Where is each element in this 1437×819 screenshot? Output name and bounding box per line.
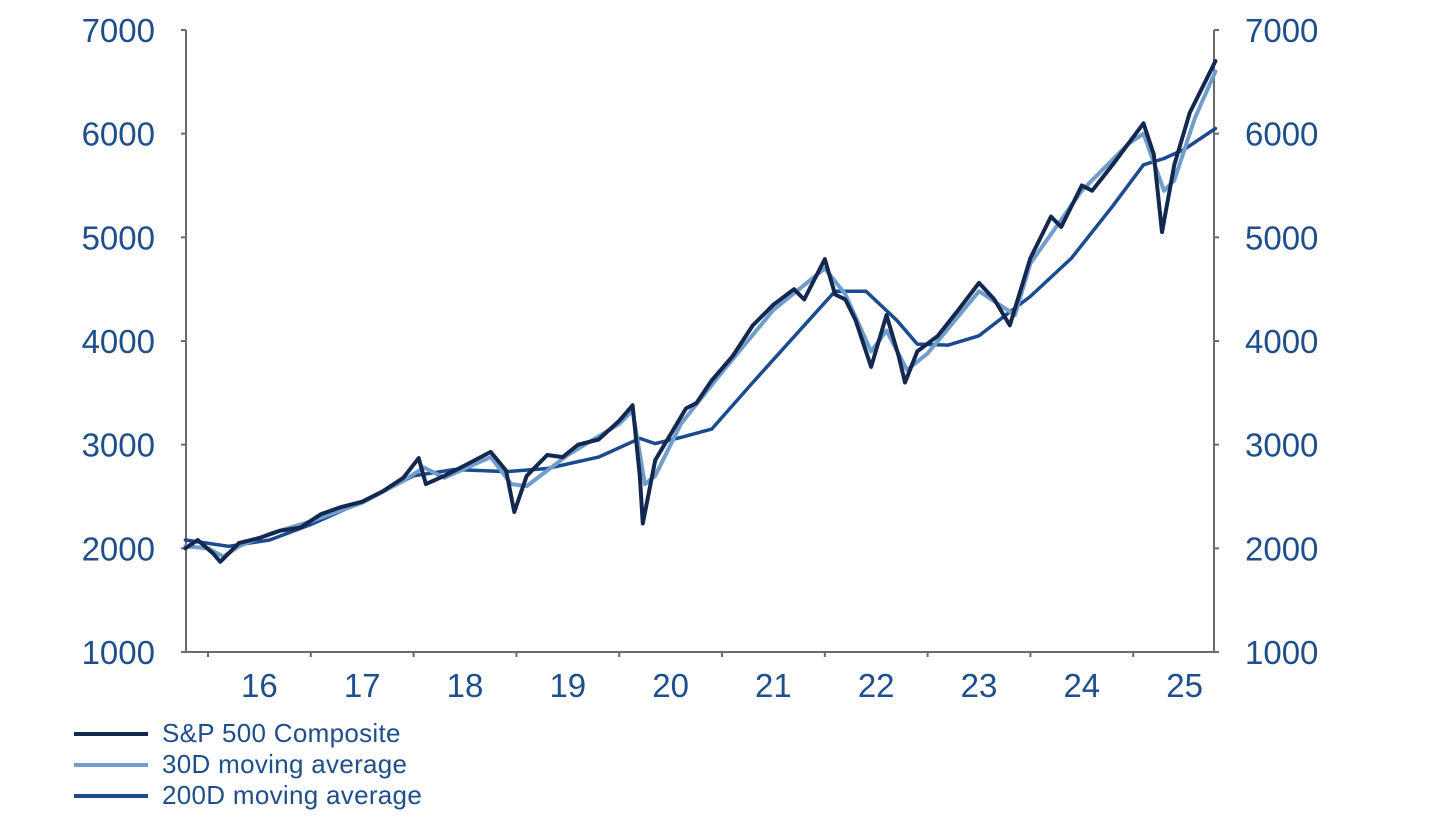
- y-tick-label-left: 2000: [82, 530, 155, 567]
- x-axis: 16 17 18 19 20 21 22 23 24 25: [182, 651, 1218, 704]
- y-tick-label-right: 2000: [1245, 530, 1318, 567]
- x-tick-label: 24: [1063, 667, 1100, 704]
- legend-swatch-sp500: [74, 731, 148, 736]
- legend-item-sp500: S&P 500 Composite: [74, 718, 422, 749]
- y-tick-label-right: 4000: [1245, 323, 1318, 360]
- y-tick-label-left: 6000: [82, 116, 155, 153]
- y-tick-label-right: 3000: [1245, 427, 1318, 464]
- y-tick-label-left: 4000: [82, 323, 155, 360]
- y-tick-label-left: 5000: [82, 219, 155, 256]
- legend-label: 200D moving average: [162, 780, 423, 810]
- x-tick-label: 16: [241, 667, 278, 704]
- y-axis-left: 1000 2000 3000 4000 5000 6000 7000: [82, 12, 187, 671]
- y-tick-label-right: 7000: [1245, 12, 1318, 49]
- x-tick-label: 25: [1166, 667, 1203, 704]
- series-lines: [183, 59, 1218, 564]
- y-tick-label-left: 3000: [82, 427, 155, 464]
- legend: S&P 500 Composite 30D moving average 200…: [74, 718, 422, 811]
- y-axis-right: 1000 2000 3000 4000 5000 6000 7000: [1213, 12, 1318, 671]
- x-tick-label: 18: [447, 667, 484, 704]
- x-tick-label: 21: [755, 667, 792, 704]
- legend-item-30d: 30D moving average: [74, 749, 422, 780]
- legend-item-200d: 200D moving average: [74, 780, 422, 811]
- legend-swatch-200d: [74, 793, 148, 798]
- series-line-30d-moving-average: [183, 69, 1218, 559]
- x-tick-label: 23: [961, 667, 998, 704]
- x-tick-label: 17: [344, 667, 381, 704]
- legend-label: S&P 500 Composite: [162, 718, 401, 748]
- series-line-200d-moving-average: [183, 126, 1218, 549]
- y-tick-label-right: 1000: [1245, 634, 1318, 671]
- series-line-s-p-500-composite: [183, 59, 1218, 564]
- legend-swatch-30d: [74, 762, 148, 767]
- y-tick-label-right: 5000: [1245, 219, 1318, 256]
- x-tick-label: 20: [652, 667, 689, 704]
- x-tick-label: 22: [858, 667, 895, 704]
- x-tick-label: 19: [549, 667, 586, 704]
- legend-label: 30D moving average: [162, 749, 408, 779]
- y-tick-label-right: 6000: [1245, 116, 1318, 153]
- y-tick-label-left: 1000: [82, 634, 155, 671]
- y-tick-label-left: 7000: [82, 12, 155, 49]
